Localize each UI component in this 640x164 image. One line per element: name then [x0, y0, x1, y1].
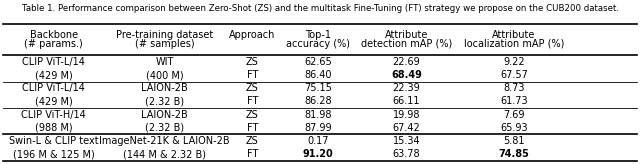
Text: 75.15: 75.15 — [304, 83, 332, 93]
Text: (144 M & 2.32 B): (144 M & 2.32 B) — [123, 149, 206, 159]
Text: (429 M): (429 M) — [35, 70, 72, 80]
Text: 61.73: 61.73 — [500, 96, 528, 106]
Text: FT: FT — [247, 96, 258, 106]
Text: Approach: Approach — [229, 31, 276, 41]
Text: (2.32 B): (2.32 B) — [145, 123, 184, 133]
Text: (2.32 B): (2.32 B) — [145, 96, 184, 106]
Text: (988 M): (988 M) — [35, 123, 72, 133]
Text: 22.39: 22.39 — [392, 83, 420, 93]
Text: 86.28: 86.28 — [304, 96, 332, 106]
Text: (400 M): (400 M) — [146, 70, 183, 80]
Text: 87.99: 87.99 — [304, 123, 332, 133]
Text: 67.42: 67.42 — [392, 123, 420, 133]
Text: CLIP ViT-L/14: CLIP ViT-L/14 — [22, 57, 85, 67]
Text: (196 M & 125 M): (196 M & 125 M) — [13, 149, 95, 159]
Text: (# samples): (# samples) — [134, 39, 195, 49]
Text: 19.98: 19.98 — [393, 110, 420, 120]
Text: 81.98: 81.98 — [305, 110, 332, 120]
Text: LAION-2B: LAION-2B — [141, 83, 188, 93]
Text: (429 M): (429 M) — [35, 96, 72, 106]
Text: FT: FT — [247, 123, 258, 133]
Text: 62.65: 62.65 — [304, 57, 332, 67]
Text: ZS: ZS — [246, 110, 259, 120]
Text: ZS: ZS — [246, 83, 259, 93]
Text: LAION-2B: LAION-2B — [141, 110, 188, 120]
Text: 66.11: 66.11 — [393, 96, 420, 106]
Text: 5.81: 5.81 — [503, 136, 525, 146]
Text: Top-1: Top-1 — [305, 31, 331, 41]
Text: detection mAP (%): detection mAP (%) — [361, 39, 452, 49]
Text: 63.78: 63.78 — [392, 149, 420, 159]
Text: 65.93: 65.93 — [500, 123, 528, 133]
Text: ImageNet-21K & LAION-2B: ImageNet-21K & LAION-2B — [99, 136, 230, 146]
Text: 0.17: 0.17 — [307, 136, 329, 146]
Text: 91.20: 91.20 — [303, 149, 333, 159]
Text: localization mAP (%): localization mAP (%) — [464, 39, 564, 49]
Text: 22.69: 22.69 — [392, 57, 420, 67]
Text: 74.85: 74.85 — [499, 149, 529, 159]
Text: 7.69: 7.69 — [503, 110, 525, 120]
Text: Backbone: Backbone — [29, 31, 78, 41]
Text: FT: FT — [247, 70, 258, 80]
Text: (# params.): (# params.) — [24, 39, 83, 49]
Text: FT: FT — [247, 149, 258, 159]
Text: 68.49: 68.49 — [391, 70, 422, 80]
Text: CLIP ViT-H/14: CLIP ViT-H/14 — [21, 110, 86, 120]
Text: 9.22: 9.22 — [503, 57, 525, 67]
Text: ZS: ZS — [246, 57, 259, 67]
Text: 67.57: 67.57 — [500, 70, 528, 80]
Text: accuracy (%): accuracy (%) — [286, 39, 350, 49]
Text: Swin-L & CLIP text: Swin-L & CLIP text — [9, 136, 99, 146]
Text: CLIP ViT-L/14: CLIP ViT-L/14 — [22, 83, 85, 93]
Text: WIT: WIT — [156, 57, 173, 67]
Text: 86.40: 86.40 — [305, 70, 332, 80]
Text: Table 1. Performance comparison between Zero-Shot (ZS) and the multitask Fine-Tu: Table 1. Performance comparison between … — [22, 4, 618, 13]
Text: Pre-training dataset: Pre-training dataset — [116, 31, 213, 41]
Text: 8.73: 8.73 — [503, 83, 525, 93]
Text: ZS: ZS — [246, 136, 259, 146]
Text: Attribute: Attribute — [492, 31, 536, 41]
Text: Attribute: Attribute — [385, 31, 428, 41]
Text: 15.34: 15.34 — [392, 136, 420, 146]
